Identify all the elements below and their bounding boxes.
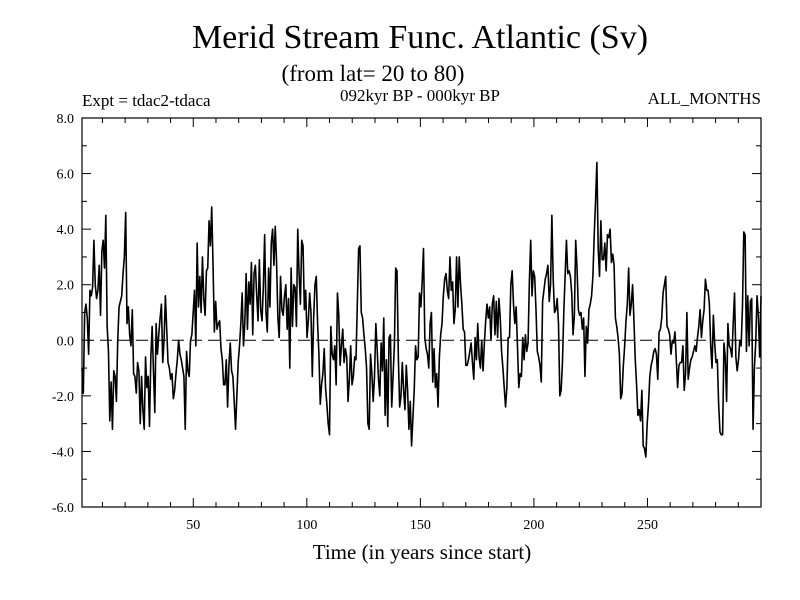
experiment-label: Expt = tdac2-tdaca: [82, 91, 211, 110]
x-tick-label: 100: [296, 518, 317, 533]
x-tick-label: 200: [523, 518, 544, 533]
y-tick-label: 6.0: [57, 168, 75, 183]
x-tick-label: 250: [637, 518, 658, 533]
data-series-line: [81, 161, 762, 458]
y-tick-label: -2.0: [52, 390, 74, 405]
y-tick-label: 2.0: [57, 279, 75, 294]
x-tick-label: 50: [186, 518, 200, 533]
months-label: ALL_MONTHS: [648, 89, 761, 108]
y-tick-label: 0.0: [57, 334, 75, 349]
x-axis-label: Time (in years since start): [313, 540, 532, 564]
plot-frame: [81, 117, 762, 508]
x-tick-label: 150: [410, 518, 431, 533]
y-tick-label: -4.0: [52, 445, 74, 460]
y-tick-label: 4.0: [57, 223, 75, 238]
y-axis-ticks: -6.0 -4.0 -2.0 0.0 2.0 4.0 6.0 8.0: [52, 112, 761, 516]
period-label: 092kyr BP - 000kyr BP: [340, 86, 500, 105]
chart-title: Merid Stream Func. Atlantic (Sv): [192, 19, 648, 56]
y-tick-label: 8.0: [57, 112, 75, 127]
y-tick-label: -6.0: [52, 501, 74, 516]
chart-subtitle: (from lat= 20 to 80): [282, 61, 465, 86]
x-axis-ticks: 50 100 150 200 250: [101, 118, 739, 533]
